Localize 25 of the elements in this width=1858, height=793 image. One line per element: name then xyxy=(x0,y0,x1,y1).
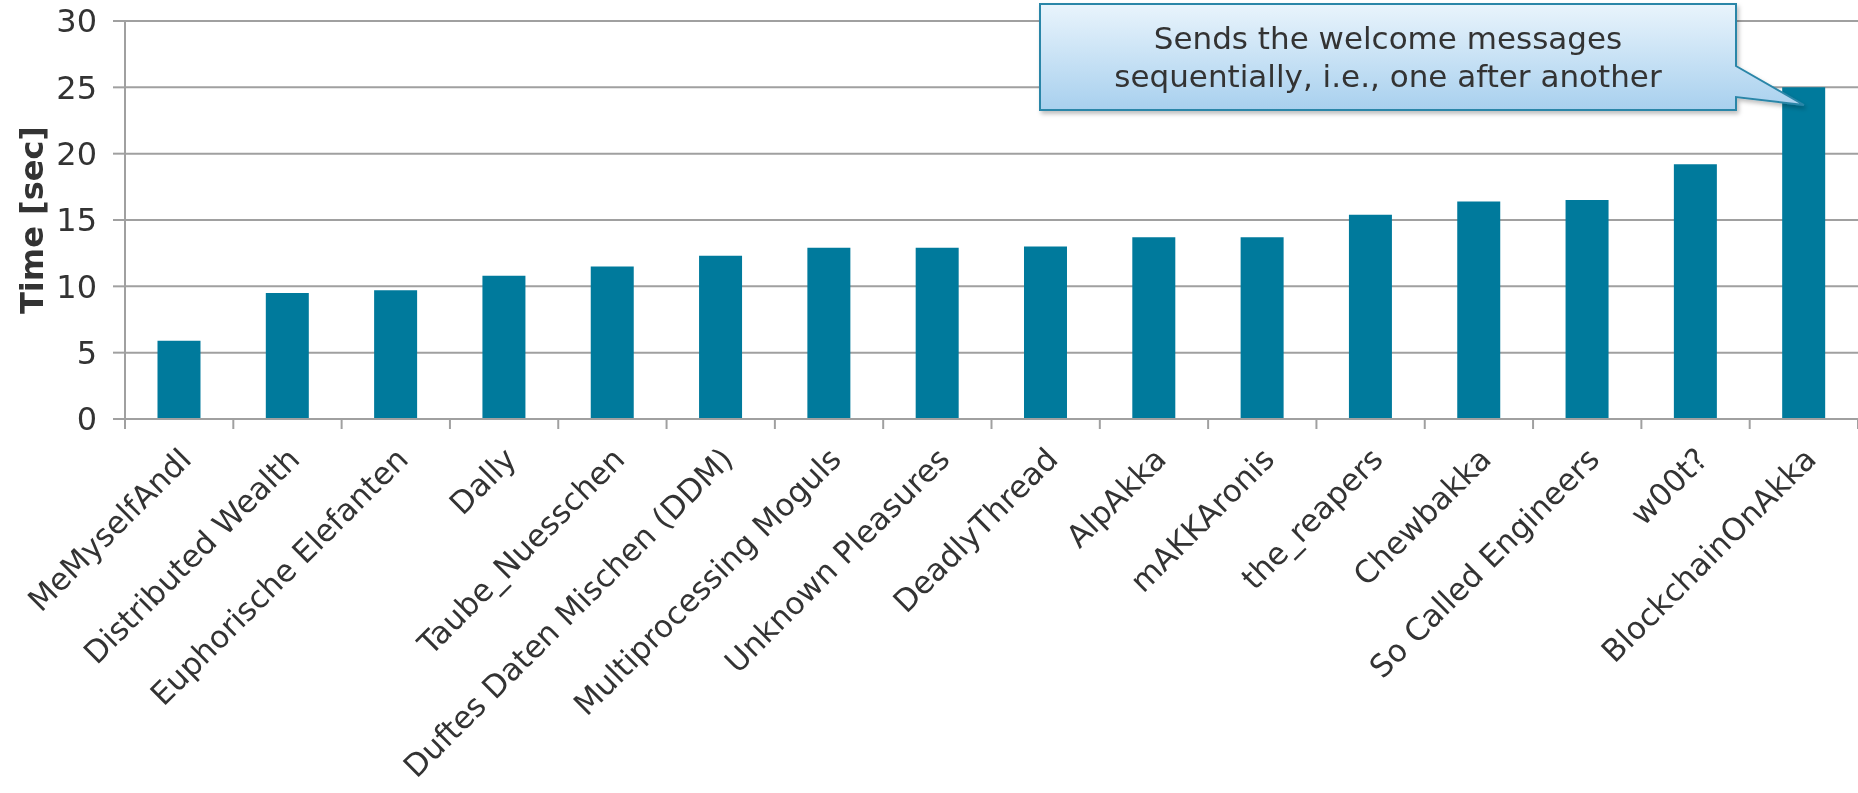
bar xyxy=(157,340,201,419)
bar xyxy=(1782,87,1826,419)
bar xyxy=(1023,246,1067,419)
bar xyxy=(699,255,743,419)
y-axis-title: Time [sec] xyxy=(13,126,51,314)
bar xyxy=(590,266,634,419)
y-tick-label: 30 xyxy=(56,2,97,41)
bar xyxy=(1565,200,1609,419)
bar xyxy=(1132,237,1176,419)
bar xyxy=(915,247,959,419)
y-tick-label: 0 xyxy=(76,400,97,439)
annotation: Sends the welcome messages sequentially, i.e., one after another xyxy=(1113,19,1663,95)
bar xyxy=(1457,201,1501,419)
y-tick-label: 5 xyxy=(76,334,97,373)
bar xyxy=(1240,237,1284,419)
bar xyxy=(374,290,418,419)
bar xyxy=(1673,164,1717,419)
bar xyxy=(807,247,851,419)
bar xyxy=(265,292,309,419)
y-tick-label: 10 xyxy=(56,267,97,306)
y-tick-label: 15 xyxy=(56,201,97,240)
bar xyxy=(482,275,526,419)
y-tick-label: 20 xyxy=(56,135,97,174)
bar xyxy=(1348,214,1392,419)
y-tick-label: 25 xyxy=(56,68,97,107)
